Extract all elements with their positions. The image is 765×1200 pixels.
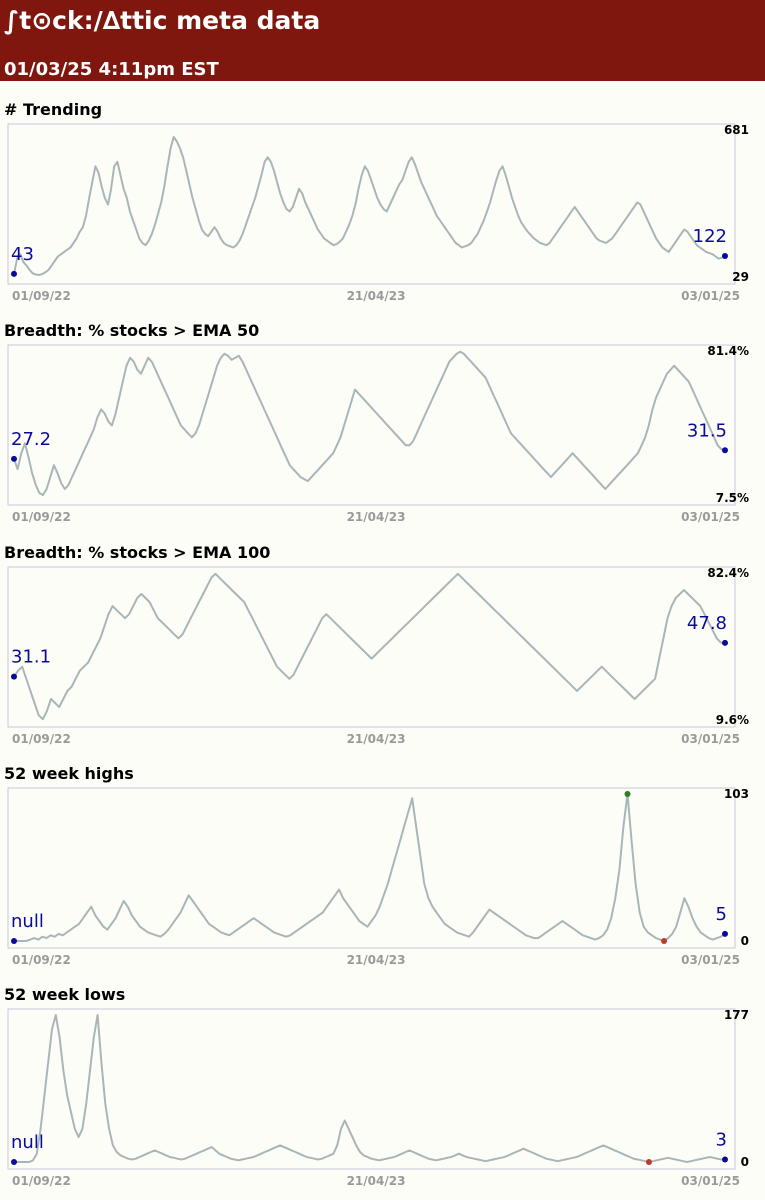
- start-point: [11, 455, 17, 462]
- chart-52w-highs: null 5 103 0 01/09/22 21/04/23 03/01/25: [7, 787, 749, 967]
- x-tick-label: 03/01/25: [681, 1174, 740, 1188]
- end-value-label: 122: [693, 226, 727, 247]
- x-tick-label: 01/09/22: [12, 1174, 71, 1188]
- y-min-label: 9.6%: [716, 713, 749, 727]
- x-tick-label: 03/01/25: [681, 953, 740, 967]
- y-min-label: 29: [732, 270, 749, 284]
- chart-ema100: 31.1 47.8 82.4% 9.6% 01/09/22 21/04/23 03/01/2…: [7, 566, 749, 746]
- series-line: [14, 793, 726, 942]
- min-point: [645, 1159, 652, 1165]
- end-value-label: 3: [716, 1130, 727, 1151]
- x-tick-label: 01/09/22: [12, 732, 71, 746]
- chart-52w-lows: null 3 177 0 01/09/22 21/04/23 03/01/25: [7, 1008, 749, 1188]
- end-point: [722, 930, 728, 937]
- x-tick-label: 21/04/23: [347, 289, 406, 303]
- header: ∫t⊙ck:/∆ttic meta data 01/03/25 4:11pm E…: [0, 0, 765, 81]
- timestamp: 01/03/25 4:11pm EST: [4, 59, 219, 80]
- chart-title-ema100: Breadth: % stocks > EMA 100: [4, 543, 271, 562]
- end-point: [722, 447, 728, 454]
- y-max-label: 81.4%: [707, 344, 749, 358]
- plot-frame: [7, 1008, 736, 1170]
- chart-title-trending: # Trending: [4, 100, 103, 119]
- end-value-label: 5: [716, 904, 727, 925]
- x-tick-label: 03/01/25: [681, 510, 740, 524]
- x-tick-label: 21/04/23: [347, 510, 406, 524]
- start-point: [11, 938, 17, 944]
- start-value-label: null: [11, 1132, 44, 1153]
- chart-trending: 43 122 681 29 01/09/22 21/04/23 03/01/25: [7, 123, 749, 303]
- end-point: [722, 1156, 728, 1163]
- start-value-label: 43: [11, 244, 34, 265]
- end-value-label: 31.5: [687, 420, 727, 441]
- y-max-label: 103: [724, 787, 749, 801]
- series-line: [13, 350, 726, 496]
- series-line: [13, 136, 726, 276]
- x-tick-label: 21/04/23: [347, 1174, 406, 1188]
- plot-frame: [7, 787, 736, 949]
- series-line: [14, 1014, 725, 1163]
- y-min-label: 0: [741, 934, 749, 948]
- end-value-label: 47.8: [687, 613, 727, 634]
- max-point: [624, 791, 631, 797]
- x-tick-label: 03/01/25: [681, 732, 740, 746]
- page-title: ∫t⊙ck:/∆ttic meta data: [4, 6, 321, 35]
- start-value-label: null: [11, 911, 44, 932]
- chart-ema50: 27.2 31.5 81.4% 7.5% 01/09/22 21/04/23 03/01/2…: [7, 344, 749, 524]
- plot-frame: [7, 344, 736, 506]
- x-tick-label: 21/04/23: [347, 732, 406, 746]
- start-value-label: 31.1: [11, 647, 51, 668]
- y-max-label: 681: [724, 123, 749, 137]
- series-line: [13, 572, 726, 721]
- x-tick-label: 01/09/22: [12, 289, 71, 303]
- x-tick-label: 03/01/25: [681, 289, 740, 303]
- plot-frame: [7, 566, 736, 728]
- chart-title-ema50: Breadth: % stocks > EMA 50: [4, 321, 260, 340]
- x-tick-label: 01/09/22: [12, 510, 71, 524]
- chart-title-52w-highs: 52 week highs: [4, 764, 134, 783]
- x-tick-label: 01/09/22: [12, 953, 71, 967]
- chart-title-52w-lows: 52 week lows: [4, 985, 126, 1004]
- start-point: [11, 673, 17, 680]
- end-point: [722, 639, 728, 646]
- y-min-label: 0: [741, 1155, 749, 1169]
- y-max-label: 82.4%: [707, 566, 749, 580]
- end-point: [722, 253, 728, 260]
- x-tick-label: 21/04/23: [347, 953, 406, 967]
- y-min-label: 7.5%: [716, 491, 749, 505]
- start-point: [11, 1159, 17, 1165]
- start-point: [11, 270, 17, 277]
- min-point: [661, 938, 668, 944]
- start-value-label: 27.2: [11, 429, 51, 450]
- y-max-label: 177: [724, 1008, 749, 1022]
- plot-frame: [7, 123, 736, 285]
